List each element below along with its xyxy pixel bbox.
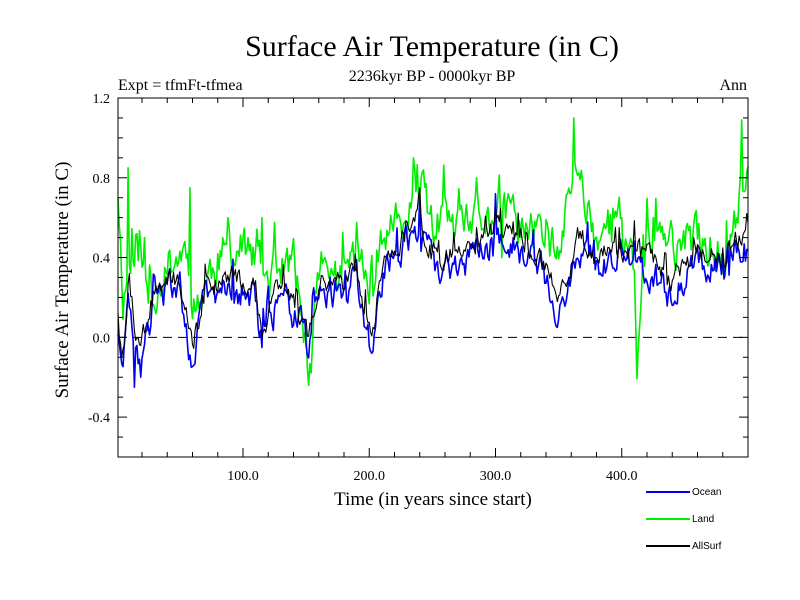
series-line-allsurf	[117, 187, 749, 358]
series-line-land	[117, 117, 749, 387]
series-line-ocean	[117, 192, 749, 388]
x-tick-label: 200.0	[353, 469, 385, 484]
y-tick-label: 0.8	[93, 172, 111, 187]
plot-area: 100.0 200.0 300.0 400.0 -0.4 0.0 0.4 0.8 1.2	[88, 92, 749, 484]
x-tick-label: 300.0	[480, 469, 512, 484]
y-tick-label: 0.0	[93, 331, 111, 346]
x-axis-label: Time (in years since start)	[334, 489, 532, 510]
plot-frame	[117, 97, 749, 458]
season-label: Ann	[719, 77, 747, 94]
experiment-label: Expt = tfmFt-tfmea	[118, 77, 243, 94]
y-tick-label: 0.4	[93, 252, 111, 267]
chart-title: Surface Air Temperature (in C)	[245, 30, 619, 63]
legend-label-ocean: Ocean	[692, 487, 721, 498]
legend: Ocean Land AllSurf	[646, 487, 722, 552]
x-tick-label: 100.0	[227, 469, 259, 484]
y-tick-label: 1.2	[93, 92, 111, 107]
legend-label-allsurf: AllSurf	[692, 541, 722, 552]
y-tick-label: -0.4	[88, 411, 110, 426]
y-axis-label: Surface Air Temperature (in C)	[52, 162, 73, 399]
chart-subtitle: 2236kyr BP - 0000kyr BP	[349, 68, 516, 85]
legend-label-land: Land	[692, 514, 714, 525]
x-tick-label: 400.0	[606, 469, 638, 484]
